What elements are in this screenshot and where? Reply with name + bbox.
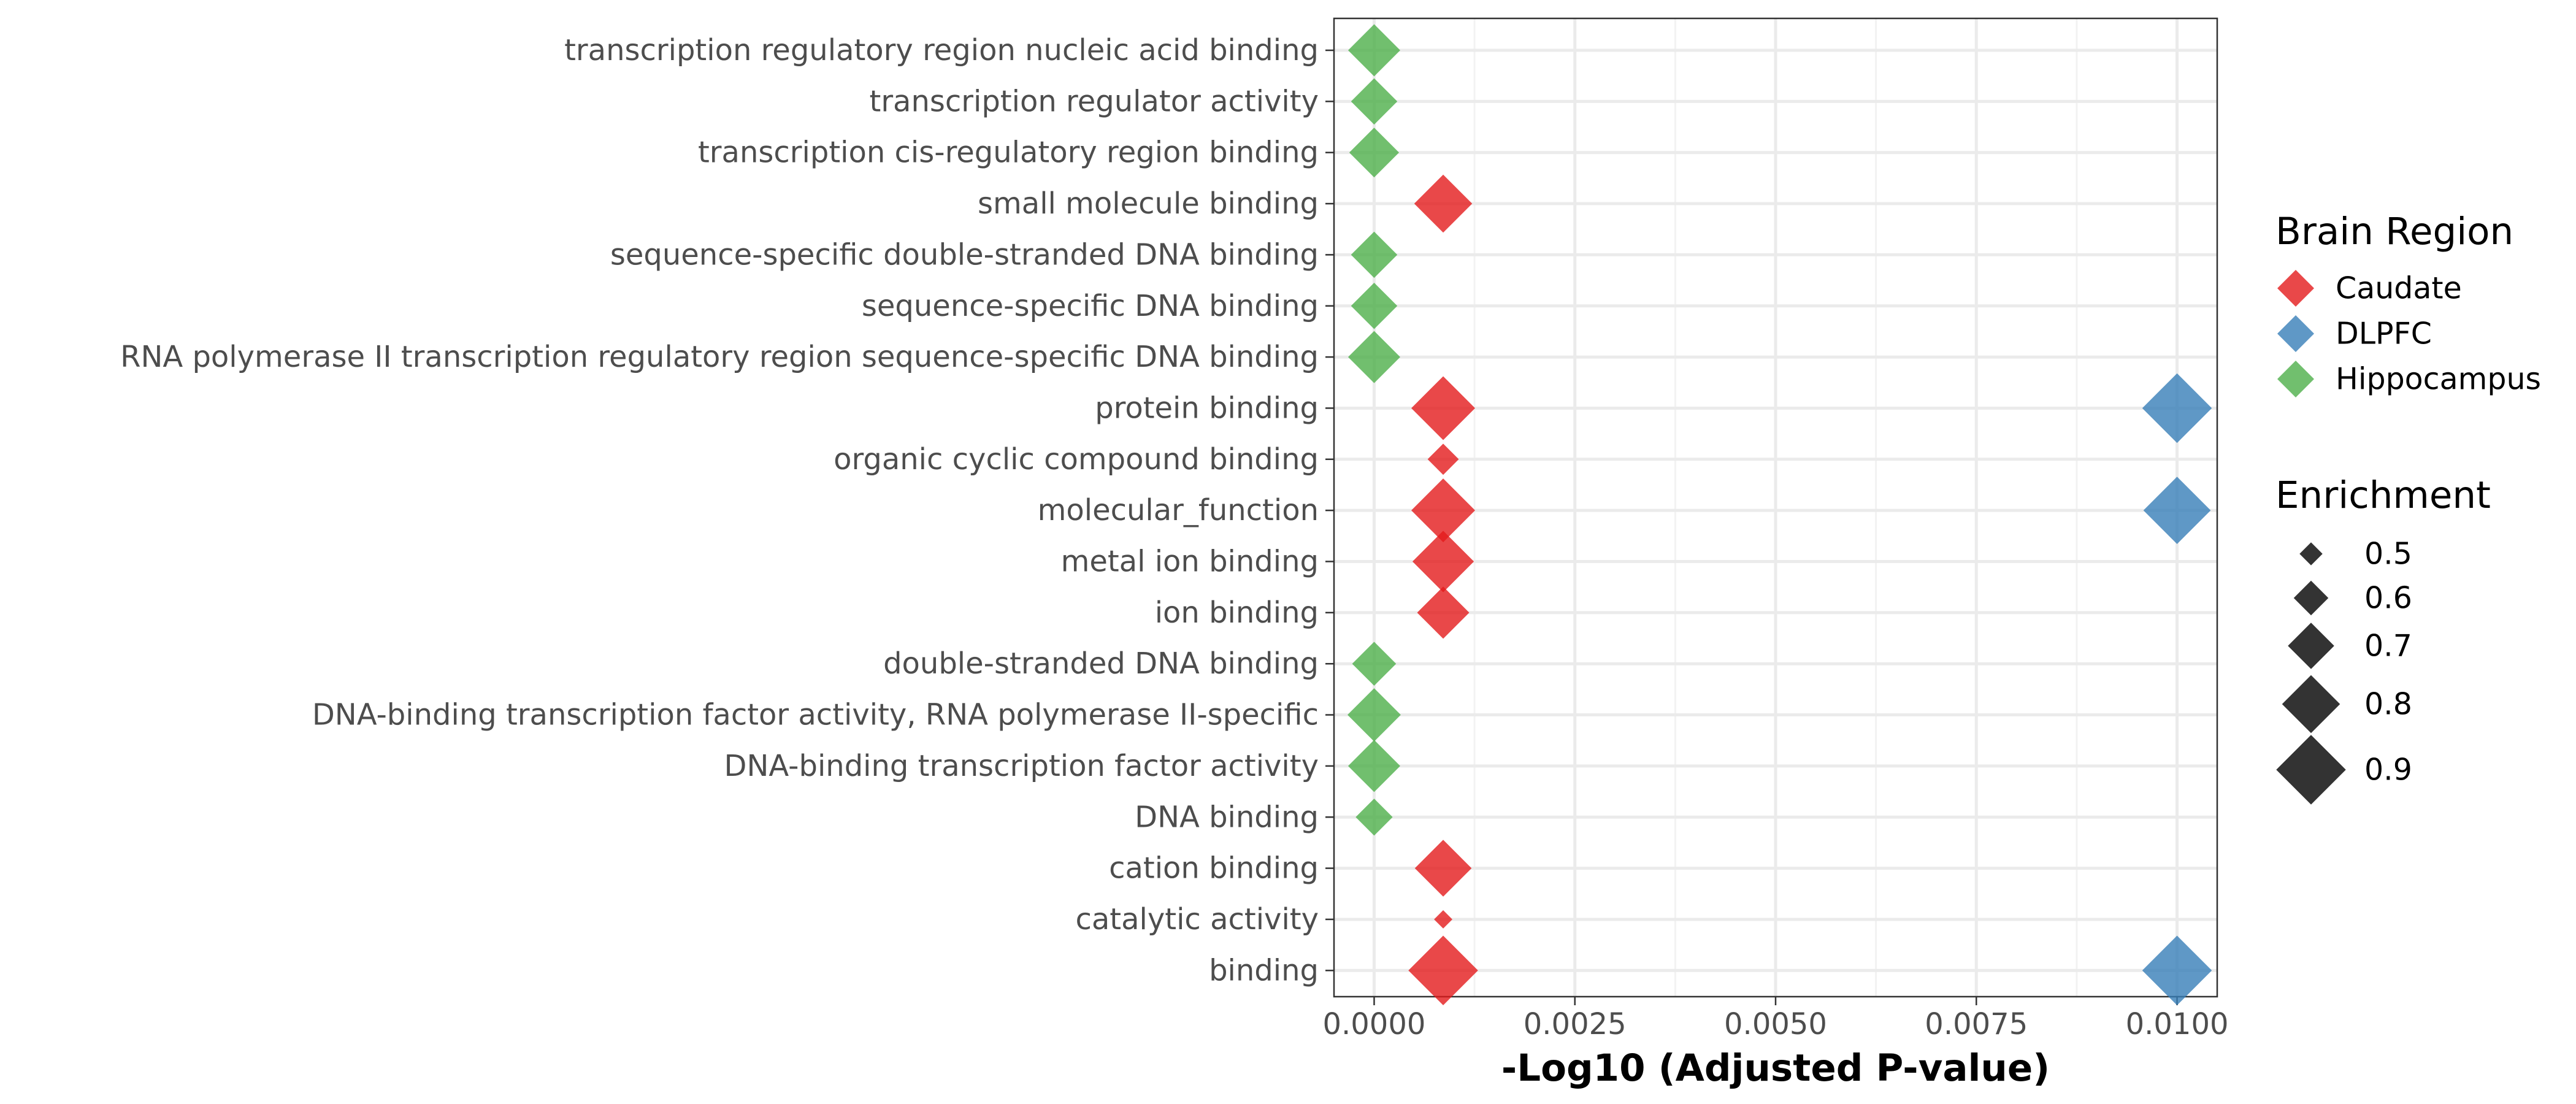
- data-point: [1351, 231, 1398, 278]
- data-point: [1417, 586, 1470, 639]
- legend: Brain Region Caudate DLPFC Hippocampus Enric…: [2275, 210, 2541, 805]
- y-tick-label: cation binding: [1109, 851, 1319, 886]
- legend-size-key: [2276, 735, 2346, 805]
- y-tick-label: DNA-binding transcription factor activit…: [312, 698, 1319, 732]
- x-axis: 0.0000 0.0025 0.0050 0.0075 0.0100: [1322, 997, 2229, 1041]
- data-point: [1411, 376, 1476, 440]
- y-tick-label: ion binding: [1155, 596, 1319, 630]
- data-point: [1411, 478, 1476, 543]
- data-point: [1347, 331, 1400, 383]
- y-tick-label: molecular_function: [1038, 493, 1319, 527]
- legend-size-label: 0.5: [2364, 537, 2412, 572]
- legend-size-label: 0.7: [2364, 629, 2412, 664]
- legend-color-title: Brain Region: [2275, 210, 2513, 253]
- legend-color-label: Hippocampus: [2336, 362, 2541, 397]
- y-tick-label: RNA polymerase II transcription regulato…: [120, 340, 1319, 374]
- legend-color-label: DLPFC: [2336, 316, 2432, 351]
- y-tick-label: transcription cis-regulatory region bind…: [698, 136, 1319, 170]
- data-point: [1427, 443, 1459, 475]
- data-point: [1347, 24, 1400, 77]
- y-tick-label: binding: [1209, 953, 1319, 987]
- data-point: [2143, 477, 2211, 544]
- y-tick-label: small molecule binding: [978, 186, 1319, 221]
- x-tick-label: 0.0075: [1925, 1007, 2028, 1041]
- data-point: [1351, 283, 1398, 329]
- data-point: [2142, 373, 2212, 443]
- y-tick-label: organic cyclic compound binding: [834, 442, 1319, 477]
- data-point: [1351, 78, 1398, 125]
- y-tick-label: transcription regulator activity: [870, 84, 1319, 118]
- legend-size-title: Enrichment: [2275, 473, 2491, 517]
- data-point: [1408, 935, 1478, 1006]
- legend-size-key: [2282, 675, 2340, 734]
- y-tick-label: metal ion binding: [1061, 545, 1319, 579]
- y-tick-label: DNA binding: [1135, 800, 1319, 834]
- data-point: [1414, 174, 1473, 233]
- y-tick-label: double-stranded DNA binding: [883, 646, 1319, 681]
- data-point: [1434, 910, 1452, 929]
- data-points: [1347, 24, 2212, 1006]
- x-tick-label: 0.0025: [1524, 1007, 1627, 1041]
- data-point: [1347, 740, 1400, 792]
- data-point: [1347, 688, 1401, 742]
- data-point: [2142, 935, 2212, 1006]
- y-tick-label: sequence-specific double-stranded DNA bi…: [610, 237, 1319, 272]
- legend-color-key: [2277, 270, 2314, 307]
- y-tick-label: sequence-specific DNA binding: [862, 289, 1319, 323]
- data-point: [1414, 840, 1472, 897]
- legend-size-key: [2293, 580, 2329, 616]
- data-point: [1352, 642, 1397, 686]
- data-point: [1355, 799, 1393, 836]
- x-tick-label: 0.0100: [2126, 1007, 2229, 1041]
- x-axis-title: -Log10 (Adjusted P-value): [1501, 1046, 2050, 1090]
- legend-color-key: [2277, 315, 2314, 352]
- x-tick-label: 0.0050: [1724, 1007, 1827, 1041]
- legend-size-label: 0.9: [2364, 753, 2412, 788]
- x-tick-label: 0.0000: [1322, 1007, 1425, 1041]
- legend-size-key: [2299, 542, 2323, 565]
- legend-size-key: [2288, 623, 2334, 669]
- y-tick-label: transcription regulatory region nucleic …: [564, 33, 1319, 67]
- legend-size-label: 0.8: [2364, 687, 2412, 722]
- y-tick-label: protein binding: [1095, 391, 1319, 425]
- legend-size-label: 0.6: [2364, 581, 2412, 616]
- y-tick-label: catalytic activity: [1075, 902, 1319, 937]
- data-point: [1349, 128, 1400, 178]
- grid-lines: [1334, 18, 2217, 997]
- y-axis: transcription regulatory region nucleic …: [120, 33, 1334, 987]
- y-tick-label: DNA-binding transcription factor activit…: [724, 749, 1319, 783]
- legend-color-label: Caudate: [2336, 271, 2462, 306]
- data-point: [1412, 531, 1474, 592]
- legend-color-key: [2277, 361, 2314, 397]
